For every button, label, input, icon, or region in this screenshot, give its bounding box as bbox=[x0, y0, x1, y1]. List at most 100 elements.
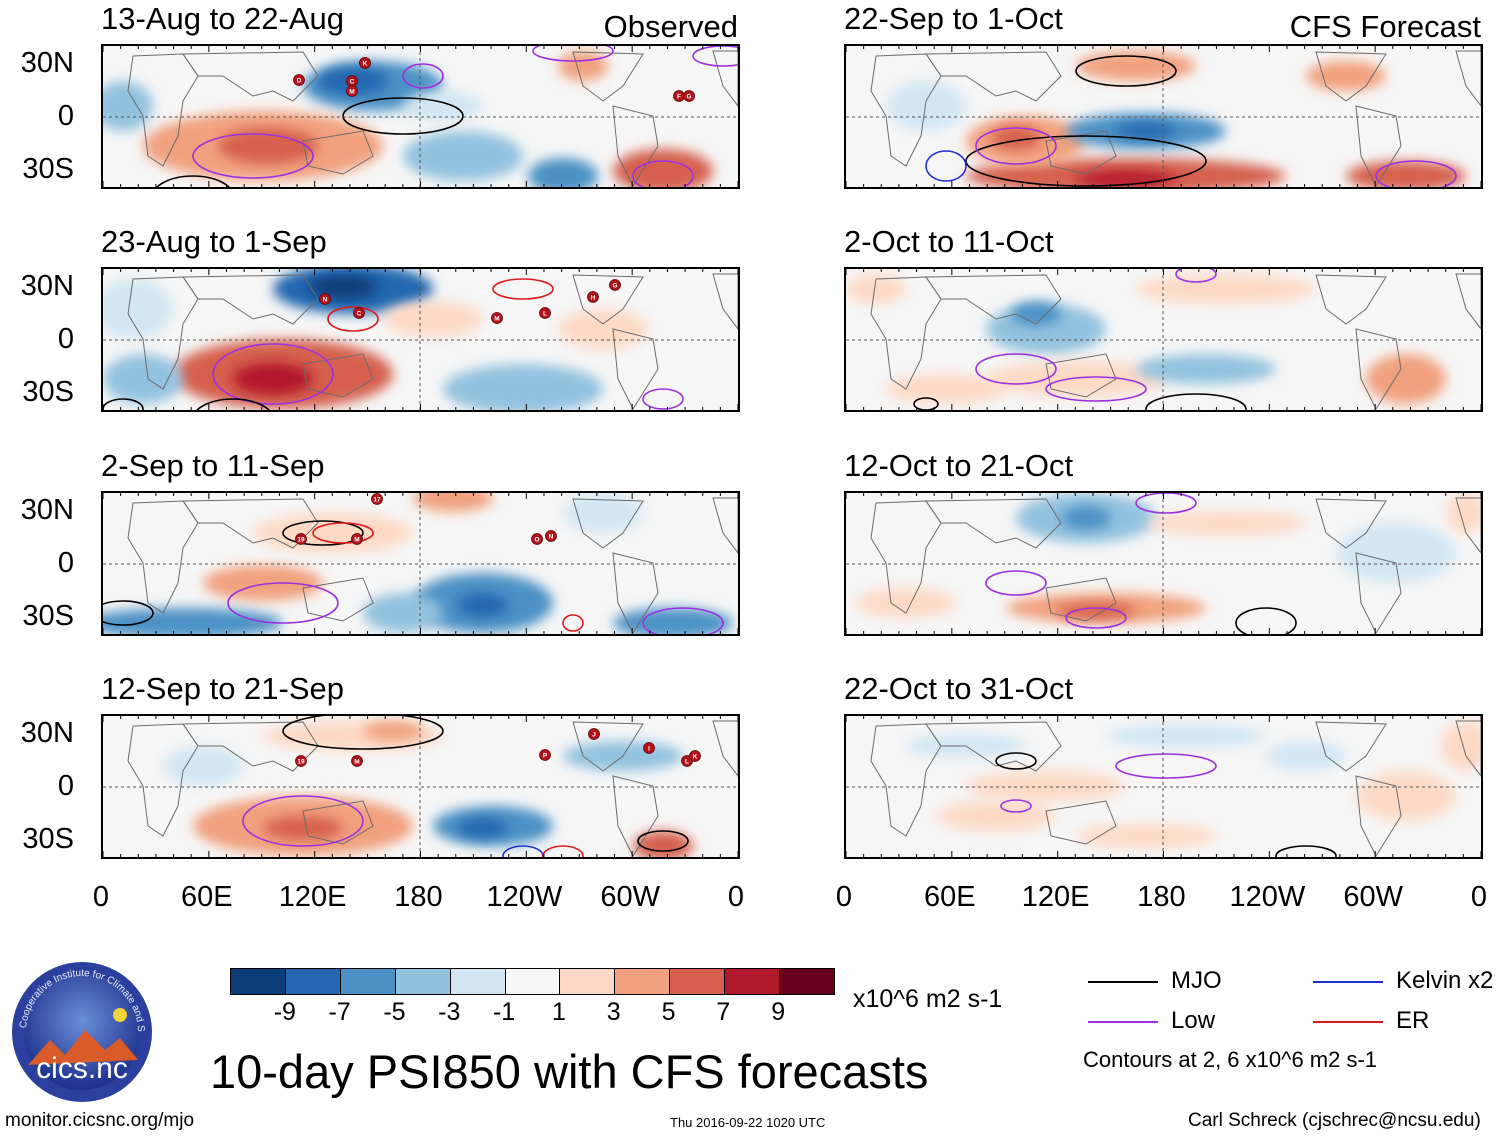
lat-label: 30N bbox=[20, 47, 74, 79]
anomaly-shading bbox=[1136, 274, 1316, 304]
anomaly-shading bbox=[163, 746, 243, 786]
storm-marker: H bbox=[587, 291, 599, 303]
continent-outline bbox=[1315, 498, 1387, 549]
storm-label: N bbox=[323, 297, 328, 304]
lon-label: 180 bbox=[394, 881, 443, 913]
colorbar-swatch bbox=[394, 969, 450, 994]
legend-label: ER bbox=[1396, 1007, 1430, 1034]
contour-line bbox=[642, 607, 724, 634]
lon-label: 60E bbox=[181, 881, 233, 913]
colorbar-label: 5 bbox=[661, 998, 676, 1026]
contour-line bbox=[402, 63, 444, 89]
lat-label: 0 bbox=[57, 323, 74, 355]
lat-label: 0 bbox=[57, 770, 74, 802]
storm-marker: M bbox=[346, 85, 358, 97]
panel-title: 13-Aug to 22-Aug bbox=[101, 1, 345, 36]
anomaly-shading bbox=[613, 608, 733, 634]
colorbar-swatch bbox=[724, 969, 780, 994]
anomaly-shading bbox=[856, 588, 956, 618]
lat-label: 30S bbox=[22, 600, 74, 632]
contour-line bbox=[1175, 269, 1217, 283]
anomaly-shading bbox=[103, 279, 173, 339]
anomaly-shading bbox=[1366, 354, 1446, 404]
continent-outline bbox=[1315, 51, 1387, 102]
storm-marker: 19 bbox=[295, 755, 307, 767]
anomaly-shading bbox=[633, 831, 693, 857]
colorbar-swatch bbox=[779, 969, 834, 994]
legend-swatch bbox=[1088, 981, 1158, 983]
anomaly-shading bbox=[986, 361, 1166, 397]
panel-tag: Observed bbox=[603, 9, 738, 44]
lon-label: 120E bbox=[278, 881, 347, 913]
contour-line bbox=[975, 127, 1057, 165]
map-field: 17 19 M O N bbox=[103, 493, 738, 634]
storm-label: 19 bbox=[297, 759, 305, 766]
map-field bbox=[846, 269, 1481, 410]
main-title: 10-day PSI850 with CFS forecasts bbox=[210, 1045, 929, 1098]
storm-label: M bbox=[494, 316, 499, 323]
storm-label: M bbox=[349, 89, 354, 96]
continent-outline bbox=[712, 720, 738, 777]
colorbar-swatch bbox=[614, 969, 670, 994]
map-field: N C M L H G bbox=[103, 269, 738, 410]
contour-line bbox=[103, 600, 154, 626]
colorbar-label: -3 bbox=[438, 998, 461, 1026]
anomaly-shading bbox=[1136, 354, 1276, 384]
contour-line bbox=[1235, 607, 1297, 634]
continent-outline bbox=[1455, 497, 1481, 554]
continent-outline bbox=[925, 51, 1062, 102]
colorbar-label: 3 bbox=[606, 998, 621, 1026]
anomaly-shading bbox=[1076, 51, 1196, 81]
anomaly-shading bbox=[458, 593, 508, 617]
anomaly-shading bbox=[363, 593, 443, 633]
anomaly-shading bbox=[936, 801, 1056, 831]
contour-line bbox=[532, 46, 614, 62]
storm-label: K bbox=[693, 754, 698, 761]
anomaly-shading bbox=[233, 363, 313, 395]
anomaly-shading bbox=[1441, 721, 1481, 771]
contour-line bbox=[282, 716, 444, 750]
cics-logo: Cooperative Institute for Climate and Sa… bbox=[7, 952, 155, 1105]
continent-outline bbox=[572, 51, 644, 102]
continent-outline bbox=[1355, 105, 1402, 187]
anomaly-shading bbox=[103, 81, 153, 131]
storm-marker: N bbox=[545, 530, 557, 542]
anomaly-shading bbox=[253, 513, 413, 553]
continent-outline bbox=[1355, 328, 1402, 410]
anomaly-shading bbox=[613, 149, 713, 187]
lon-label: 60E bbox=[924, 881, 976, 913]
contour-line bbox=[342, 97, 464, 135]
storm-marker: O bbox=[531, 533, 543, 545]
continent-outline bbox=[302, 353, 374, 398]
continent-outline bbox=[712, 497, 738, 554]
storm-marker: L bbox=[539, 307, 551, 319]
storm-marker: M bbox=[351, 755, 363, 767]
continent-outline bbox=[612, 328, 659, 410]
map-panel: 17 19 M O N bbox=[101, 491, 740, 636]
continent-outline bbox=[302, 130, 374, 175]
panel-title: 2-Sep to 11-Sep bbox=[101, 448, 325, 483]
contour-line bbox=[965, 135, 1207, 187]
anomaly-shading bbox=[458, 818, 508, 838]
anomaly-shading bbox=[1336, 523, 1456, 583]
contour-line bbox=[103, 398, 144, 410]
colorbar-swatch bbox=[504, 969, 560, 994]
contour-line bbox=[1045, 376, 1147, 402]
continent-outline bbox=[572, 498, 644, 549]
continent-outline bbox=[302, 800, 374, 845]
contour-line bbox=[632, 160, 694, 187]
anomaly-shading bbox=[1346, 161, 1466, 187]
storm-label: J bbox=[592, 732, 596, 739]
legend-label: Kelvin x2 bbox=[1396, 967, 1494, 994]
lon-label: 120E bbox=[1021, 881, 1090, 913]
logo-text: cics.nc bbox=[36, 1052, 128, 1085]
storm-marker: C bbox=[353, 307, 365, 319]
colorbar-swatch bbox=[231, 969, 285, 994]
storm-marker: 19 bbox=[295, 533, 307, 545]
storm-marker: M bbox=[491, 312, 503, 324]
colorbar-units: x10^6 m2 s-1 bbox=[853, 985, 1003, 1013]
storm-label: L bbox=[685, 759, 689, 766]
continent-outline bbox=[572, 721, 644, 772]
contour-line bbox=[1375, 160, 1457, 187]
contour-line bbox=[1065, 607, 1127, 629]
